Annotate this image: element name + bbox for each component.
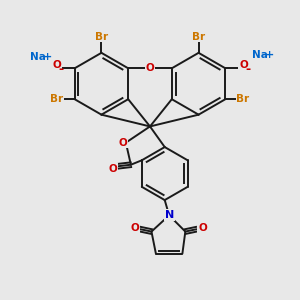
Text: O: O [146, 63, 154, 73]
Text: O: O [198, 223, 207, 233]
Text: -: - [246, 63, 251, 76]
Text: +: + [43, 52, 52, 61]
Text: Br: Br [236, 94, 250, 104]
Text: O: O [130, 223, 139, 233]
Text: O: O [118, 138, 127, 148]
Text: Na: Na [252, 50, 268, 60]
Text: Br: Br [95, 32, 108, 42]
Text: N: N [164, 210, 174, 220]
Text: Br: Br [192, 32, 205, 42]
Text: -: - [58, 63, 63, 76]
Text: O: O [108, 164, 117, 174]
Text: Na: Na [30, 52, 46, 61]
Text: +: + [265, 50, 274, 60]
Text: O: O [239, 60, 248, 70]
Text: Br: Br [50, 94, 64, 104]
Text: O: O [52, 60, 61, 70]
